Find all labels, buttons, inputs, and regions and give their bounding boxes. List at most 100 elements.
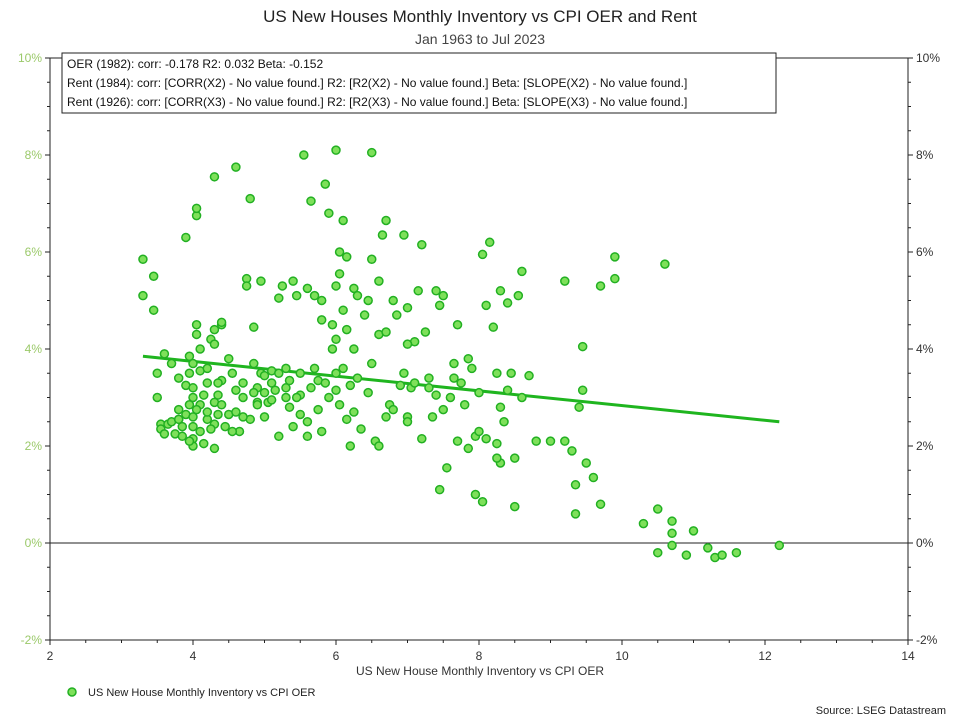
data-point: [688, 526, 699, 536]
data-point: [191, 203, 202, 214]
y-tick-label-left: 2%: [25, 439, 43, 453]
data-point: [431, 390, 441, 400]
data-point: [327, 344, 338, 354]
y-tick-label-right: 6%: [916, 245, 934, 259]
data-point: [567, 446, 577, 456]
data-point: [188, 421, 198, 432]
data-point: [610, 273, 620, 284]
data-point: [173, 373, 184, 383]
data-point: [402, 303, 413, 313]
data-point: [188, 392, 198, 403]
data-point: [202, 378, 213, 388]
data-point: [334, 247, 345, 257]
data-point: [477, 497, 488, 507]
data-point: [560, 436, 570, 446]
data-point: [281, 392, 291, 403]
data-point: [577, 341, 588, 352]
x-tick-label: 14: [901, 649, 915, 663]
legend-label: US New House Monthly Inventory vs CPI OE…: [88, 687, 315, 699]
data-point: [306, 383, 316, 393]
plot-area: [49, 57, 909, 641]
data-point: [148, 271, 159, 281]
y-tick-label-left: 10%: [18, 51, 42, 65]
x-tick-label: 2: [47, 649, 54, 663]
data-point: [510, 453, 520, 463]
data-point: [216, 317, 227, 328]
data-point: [467, 363, 477, 374]
y-tick-label-right: 4%: [916, 342, 934, 356]
data-point: [331, 385, 341, 395]
data-point: [159, 349, 170, 359]
data-point: [277, 281, 288, 291]
data-point: [438, 290, 448, 301]
data-point: [259, 412, 270, 422]
data-point: [309, 363, 320, 374]
data-point: [667, 540, 677, 551]
data-point: [381, 412, 391, 422]
data-point: [513, 290, 524, 301]
data-point: [202, 363, 213, 374]
data-point: [274, 293, 284, 303]
data-point: [442, 463, 452, 473]
data-point: [438, 404, 448, 415]
data-point: [331, 145, 341, 155]
data-point: [195, 426, 205, 437]
data-point: [338, 363, 348, 374]
data-point: [449, 373, 459, 383]
data-point: [445, 392, 456, 403]
data-point: [148, 305, 159, 315]
data-point: [420, 327, 431, 337]
data-point: [374, 441, 384, 451]
data-point: [209, 443, 220, 454]
data-point: [249, 387, 259, 398]
data-point: [595, 281, 606, 291]
stats-line-rent-1926: Rent (1926): corr: [CORR(X3) - No value …: [67, 95, 687, 109]
data-point: [191, 320, 202, 330]
data-point: [638, 518, 649, 529]
data-point: [313, 404, 323, 415]
data-point: [191, 329, 202, 340]
y-tick-label-left: 0%: [25, 536, 43, 550]
data-point: [434, 484, 445, 495]
data-point: [184, 368, 195, 378]
data-point: [574, 402, 584, 412]
data-point: [231, 385, 241, 395]
data-point: [359, 310, 370, 320]
data-point: [173, 414, 184, 425]
data-point: [188, 412, 198, 422]
data-point: [703, 543, 713, 553]
data-point: [309, 290, 320, 301]
data-point: [345, 380, 356, 391]
data-point: [363, 295, 373, 306]
data-point: [213, 378, 223, 388]
y-tick-label-right: 2%: [916, 439, 934, 453]
data-point: [188, 358, 198, 369]
x-tick-label: 6: [333, 649, 340, 663]
y-tick-label-right: 8%: [916, 148, 934, 162]
data-point: [291, 392, 302, 403]
y-tick-label-right: 10%: [916, 51, 940, 65]
data-point: [324, 208, 334, 218]
data-point: [431, 286, 441, 296]
data-point: [341, 324, 352, 335]
data-point: [213, 390, 223, 400]
x-tick-label: 8: [476, 649, 483, 663]
data-point: [227, 426, 238, 437]
data-point: [681, 550, 692, 560]
data-point: [177, 421, 188, 432]
data-point: [399, 230, 409, 240]
data-point: [177, 431, 188, 442]
x-tick-label: 10: [615, 649, 629, 663]
data-point: [481, 433, 491, 444]
data-point: [531, 436, 541, 446]
data-point: [367, 358, 377, 369]
data-point: [259, 370, 270, 381]
data-point: [495, 286, 506, 296]
data-point: [417, 433, 427, 444]
data-point: [499, 417, 509, 427]
data-point: [227, 368, 238, 378]
data-point: [352, 290, 363, 301]
data-point: [216, 400, 227, 410]
data-point: [238, 412, 248, 422]
data-point: [284, 402, 295, 412]
